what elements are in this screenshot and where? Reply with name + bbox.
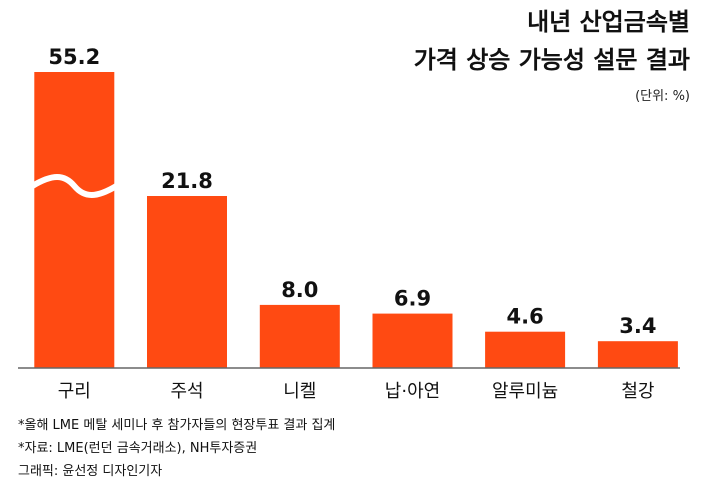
bar-1 <box>34 72 115 368</box>
bar-4 <box>372 313 453 368</box>
category-label-2: 주석 <box>170 381 203 402</box>
value-label-1: 55.2 <box>48 45 100 69</box>
category-label-3: 니켈 <box>283 381 316 402</box>
chart-title-line-2: 가격 상승 가능성 설문 결과 <box>414 46 690 74</box>
axis-break-mark <box>30 174 118 198</box>
chart-title-line-1: 내년 산업금속별 <box>527 8 690 36</box>
bar-2 <box>147 196 227 368</box>
bar-5 <box>485 331 566 368</box>
unit-label: (단위: %) <box>635 89 690 104</box>
value-label-5: 4.6 <box>506 305 543 329</box>
value-label-3: 8.0 <box>281 278 318 302</box>
category-label-5: 알루미늄 <box>492 381 558 402</box>
category-label-1: 구리 <box>58 381 91 402</box>
footnote-graphic-credit: 그래픽: 윤선정 디자인기자 <box>18 464 162 479</box>
footnote-survey: *올해 LME 메탈 세미나 후 참가자들의 현장투표 결과 집계 <box>18 418 335 433</box>
bar-3 <box>259 304 340 368</box>
value-label-2: 21.8 <box>161 169 213 193</box>
category-label-4: 납·아연 <box>385 381 440 402</box>
footnote-source: *자료: LME(런던 금속거래소), NH투자증권 <box>18 441 257 456</box>
bar-6 <box>597 341 678 368</box>
category-label-6: 철강 <box>621 381 654 402</box>
value-label-4: 6.9 <box>394 287 431 311</box>
value-label-6: 3.4 <box>619 314 656 338</box>
bars-group: 55.2 구리 21.8 주석 8.0 니켈 6.9 납·아연 4.6 알루미늄 3.4 철강 <box>30 45 678 402</box>
